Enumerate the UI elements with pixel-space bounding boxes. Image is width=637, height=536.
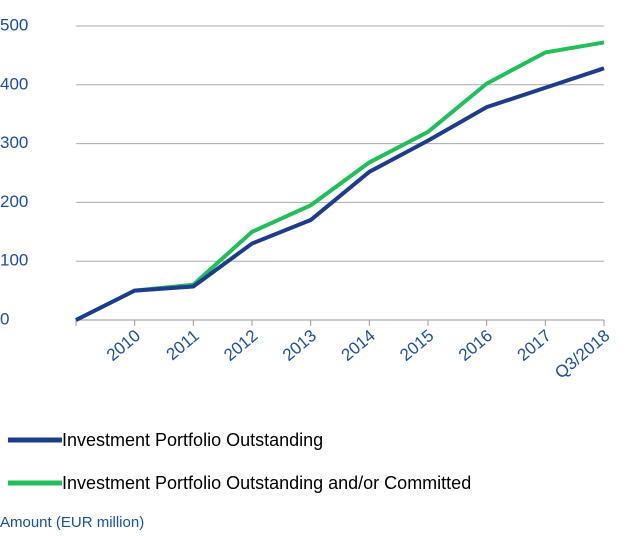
- y-tick-label: 200: [0, 192, 28, 211]
- x-tick-label: 2011: [163, 326, 203, 364]
- x-tick-label: 2012: [220, 326, 261, 365]
- x-tick-label: 2017: [514, 326, 555, 365]
- x-tick-label: 2014: [338, 326, 379, 365]
- y-tick-label: 100: [0, 251, 28, 270]
- x-tick-label: 2010: [103, 326, 144, 365]
- x-tick-label: 2013: [279, 326, 320, 365]
- y-tick-label: 0: [0, 309, 9, 328]
- axis-label: Amount (EUR million): [0, 514, 144, 531]
- x-tick-label: 2015: [396, 326, 437, 365]
- y-tick-label: 300: [0, 133, 28, 152]
- line-series: [75, 66, 605, 322]
- x-tick-label: 2016: [455, 326, 496, 365]
- legend-label: Investment Portfolio Outstanding: [62, 430, 323, 450]
- x-tick-label: Q3/2018: [551, 326, 613, 382]
- legend-label: Investment Portfolio Outstanding and/or …: [62, 473, 471, 493]
- y-tick-label: 500: [0, 15, 28, 34]
- line-series: [75, 40, 605, 322]
- y-tick-label: 400: [0, 74, 28, 93]
